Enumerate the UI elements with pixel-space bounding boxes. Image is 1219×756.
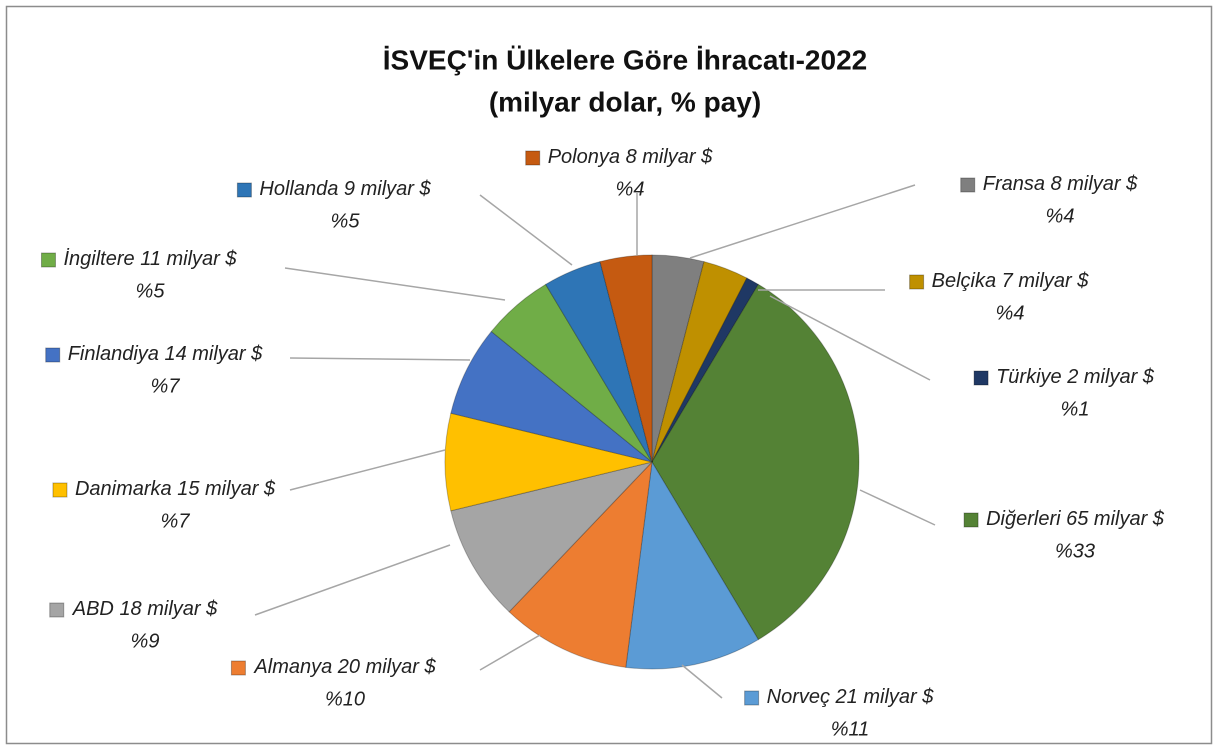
percentage-label: %10 [325, 688, 365, 710]
pie-slice [450, 461, 654, 613]
data-label: İngiltere 11 milyar $ [63, 248, 237, 270]
data-label: Fransa 8 milyar $ [983, 173, 1138, 195]
data-label: Norveç 21 milyar $ [767, 686, 935, 708]
value-label: 15 milyar $ [177, 478, 276, 500]
data-label: ABD 18 milyar $ [72, 598, 218, 620]
percentage-label: %4 [1046, 205, 1075, 227]
pie-slice [450, 330, 653, 463]
label-marker [525, 150, 541, 166]
leader-line [254, 544, 451, 616]
pie-slice [651, 283, 860, 641]
value-label: 9 milyar $ [344, 178, 432, 200]
label-marker [230, 660, 246, 676]
percentage-label: %5 [331, 210, 361, 232]
category-name: Hollanda [259, 178, 338, 200]
leader-line [769, 295, 931, 381]
percentage-label: %7 [151, 375, 181, 397]
label-marker [963, 512, 979, 528]
value-label: 11 milyar $ [140, 248, 237, 270]
chart-subtitle: (milyar dolar, % pay) [489, 86, 761, 117]
category-name: Finlandiya [68, 343, 159, 365]
data-label: Finlandiya 14 milyar $ [68, 343, 263, 365]
data-label: Almanya 20 milyar $ [253, 656, 436, 678]
pie-slice [651, 254, 705, 463]
category-name: Belçika [932, 270, 996, 292]
category-name: Polonya [548, 146, 620, 168]
leader-line [479, 194, 573, 266]
value-label: 2 milyar $ [1066, 366, 1155, 388]
pie-slice [444, 412, 653, 512]
leader-line [681, 664, 723, 699]
data-label: Polonya 8 milyar $ [548, 146, 713, 168]
category-name: Almanya [253, 656, 332, 678]
pie-slice [599, 254, 653, 463]
leader-line [284, 267, 506, 301]
pie-slice [508, 460, 653, 668]
label-marker [744, 690, 760, 706]
category-name: Türkiye [996, 366, 1062, 388]
pie-slice [544, 261, 653, 463]
percentage-label: %9 [131, 630, 160, 652]
percentage-label: %11 [831, 718, 870, 740]
category-name: ABD [72, 598, 114, 620]
label-marker [909, 274, 925, 290]
leader-line [689, 184, 916, 259]
leader-line [289, 357, 471, 361]
value-label: 8 milyar $ [1051, 173, 1139, 195]
value-label: 18 milyar $ [119, 598, 218, 620]
pie-slice [490, 283, 653, 463]
percentage-label: %1 [1061, 398, 1090, 420]
label-marker [236, 182, 252, 198]
value-label: 65 milyar $ [1066, 508, 1165, 530]
label-marker [49, 602, 65, 618]
label-marker [45, 347, 61, 363]
leader-line [479, 634, 541, 671]
percentage-label: %33 [1055, 540, 1095, 562]
percentage-label: %4 [616, 178, 645, 200]
category-name: İngiltere [63, 248, 134, 270]
leader-line [859, 489, 936, 526]
pie-slice [651, 277, 760, 463]
percentage-label: %5 [136, 280, 166, 302]
data-label: Türkiye 2 milyar $ [996, 366, 1155, 388]
chart-title: İSVEÇ'in Ülkelere Göre İhracatı-2022 [383, 44, 867, 75]
data-label: Diğerleri 65 milyar $ [986, 508, 1165, 530]
label-marker [960, 177, 976, 193]
value-label: 21 milyar $ [835, 686, 935, 708]
data-label: Belçika 7 milyar $ [932, 270, 1090, 292]
leader-line [289, 449, 446, 491]
percentage-label: %4 [996, 302, 1025, 324]
category-name: Norveç [767, 686, 830, 708]
category-name: Danimarka [75, 478, 172, 500]
percentage-label: %7 [161, 510, 191, 532]
value-label: 14 milyar $ [164, 343, 263, 365]
label-marker [973, 370, 989, 386]
category-name: Diğerleri [986, 508, 1061, 530]
category-name: Fransa [983, 173, 1045, 195]
value-label: 8 milyar $ [626, 146, 714, 168]
pie-slice [651, 261, 748, 463]
data-label: Danimarka 15 milyar $ [75, 478, 276, 500]
pie-slice [625, 460, 760, 670]
label-marker [52, 482, 68, 498]
value-label: 20 milyar $ [337, 656, 437, 678]
data-label: Hollanda 9 milyar $ [259, 178, 431, 200]
value-label: 7 milyar $ [1002, 270, 1090, 292]
label-marker [40, 252, 56, 268]
